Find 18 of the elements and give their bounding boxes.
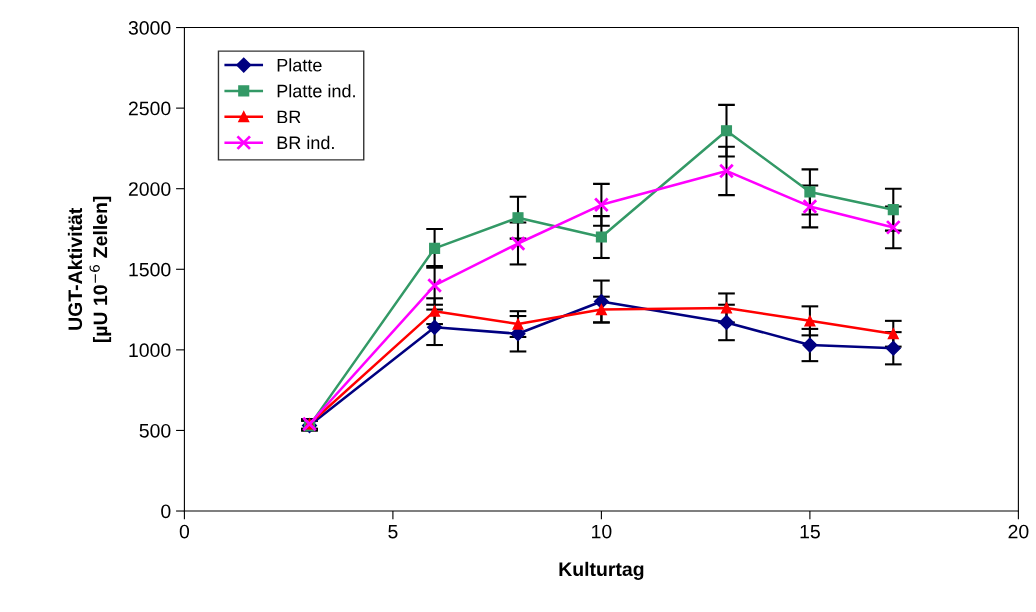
- legend-label: BR ind.: [277, 135, 334, 150]
- y-axis-title: UGT-Aktivität [µU 10$^{−6}$ Zellen]: [67, 196, 112, 343]
- x-tick-label: 5: [388, 524, 398, 539]
- legend-label: Platte ind.: [277, 84, 355, 98]
- x-tick-label: 10: [592, 524, 612, 539]
- y-tick-label: 3000: [128, 21, 171, 35]
- y-tick-label: 500: [139, 423, 171, 438]
- y-tick-label: 1000: [129, 343, 171, 358]
- x-tick-label: 15: [800, 524, 820, 539]
- y-tick-label: 0: [161, 504, 171, 519]
- legend-label: BR: [277, 110, 301, 124]
- legend-label: Platte: [277, 58, 322, 72]
- y-tick-label: 2500: [128, 101, 171, 116]
- x-axis-title: Kulturtag: [559, 561, 644, 580]
- y-tick-label: 2000: [128, 182, 171, 196]
- x-tick-label: 20: [1008, 524, 1029, 539]
- y-tick-label: 1500: [129, 262, 171, 277]
- x-tick-label: 0: [179, 524, 190, 539]
